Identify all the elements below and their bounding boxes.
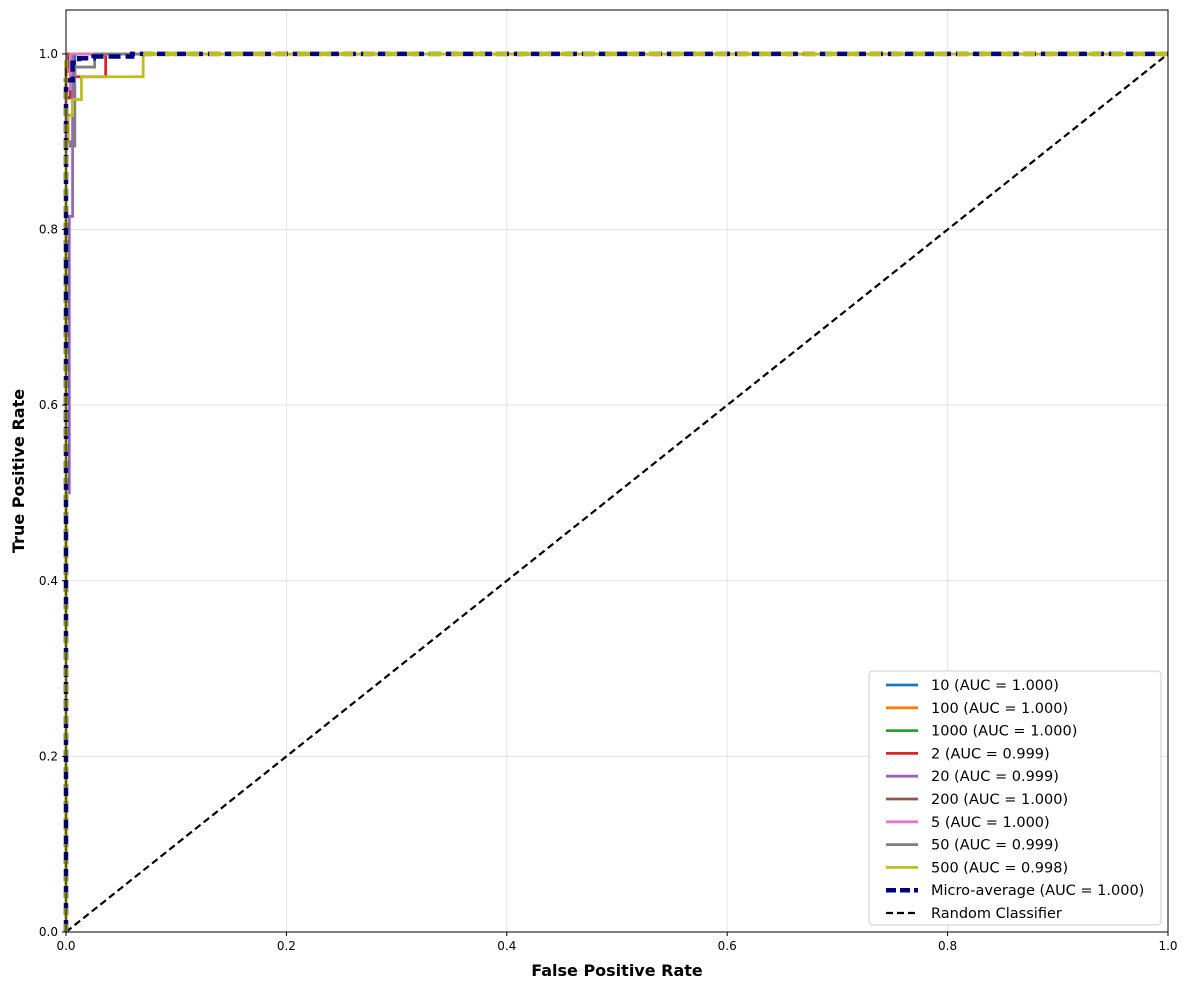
y-tick-label-2: 0.4: [39, 574, 58, 588]
legend-label-4: 20 (AUC = 0.999): [931, 769, 1059, 785]
legend-label-3: 2 (AUC = 0.999): [931, 746, 1050, 762]
plot-frame: [65, 9, 1169, 933]
axis-ticks: 0.0 0.2 0.4 0.6 0.8 1.0 0.0 0.2 0.4 0.6 0.8 1.0: [39, 47, 1178, 953]
y-tick-label-0: 0.0: [39, 925, 58, 939]
x-tick-label-4: 0.8: [938, 939, 957, 953]
legend-box: [868, 670, 1162, 926]
legend-label-2: 1000 (AUC = 1.000): [931, 724, 1077, 740]
legend-label-6: 5 (AUC = 1.000): [931, 815, 1050, 831]
x-axis-label: False Positive Rate: [531, 961, 703, 980]
legend-label-9: Micro-average (AUC = 1.000): [931, 883, 1144, 899]
legend-label-5: 200 (AUC = 1.000): [931, 792, 1068, 808]
x-tick-label-2: 0.4: [497, 939, 516, 953]
y-tick-label-4: 0.8: [39, 223, 58, 237]
x-tick-label-1: 0.2: [277, 939, 296, 953]
x-tick-label-3: 0.6: [718, 939, 737, 953]
legend-label-8: 500 (AUC = 0.998): [931, 860, 1068, 876]
legend-label-10: Random Classifier: [931, 906, 1062, 922]
series-line-10: [65, 53, 1169, 933]
y-tick-label-1: 0.2: [39, 749, 58, 763]
legend-label-7: 50 (AUC = 0.999): [931, 838, 1059, 854]
legend-label-1: 100 (AUC = 1.000): [931, 701, 1068, 717]
legend: 10 (AUC = 1.000) 100 (AUC = 1.000) 1000 (A…: [868, 670, 1162, 926]
y-tick-label-5: 1.0: [39, 47, 58, 61]
legend-label-0: 10 (AUC = 1.000): [931, 678, 1059, 694]
y-axis-label: True Positive Rate: [9, 389, 28, 553]
y-tick-label-3: 0.6: [39, 398, 58, 412]
series-line-9: [63, 51, 1168, 932]
x-tick-label-0: 0.0: [56, 939, 75, 953]
x-tick-label-5: 1.0: [1158, 939, 1177, 953]
grid: [65, 10, 1169, 933]
